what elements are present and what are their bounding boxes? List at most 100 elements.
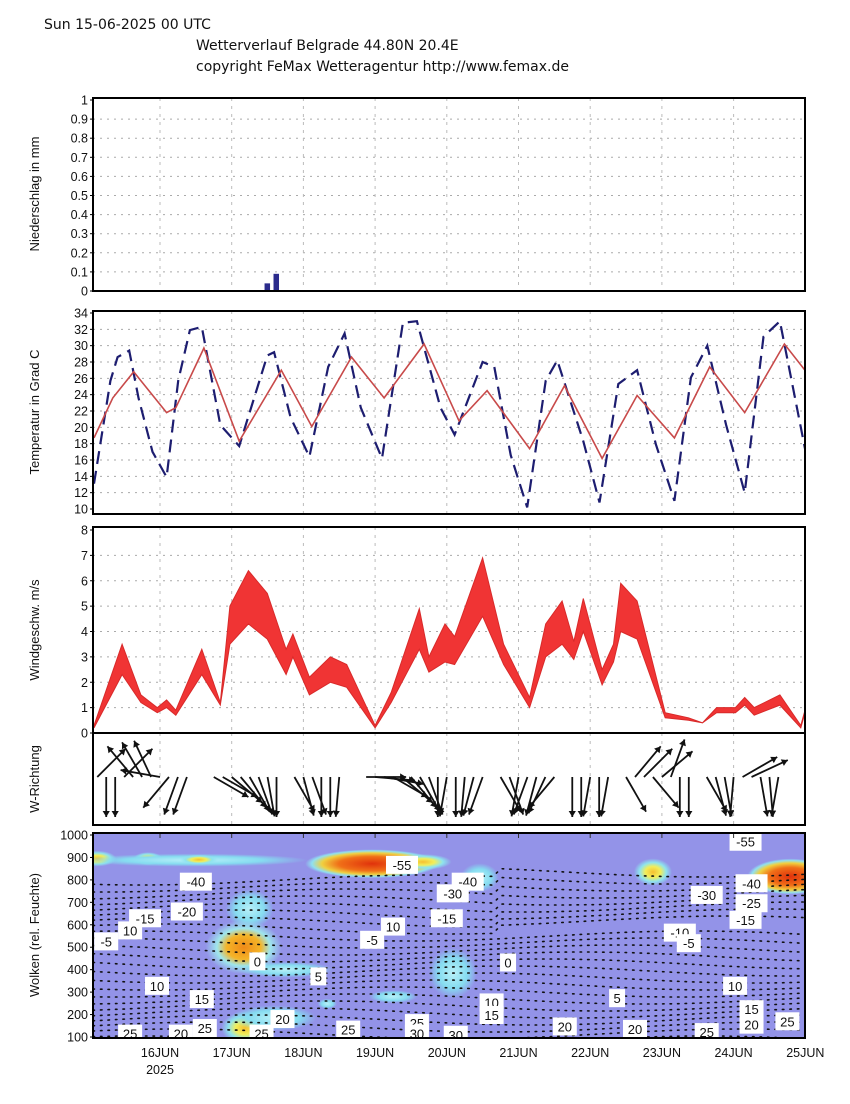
y-tick-label: 26 <box>74 372 88 386</box>
contour-label-bg <box>336 1020 361 1038</box>
arrow-shaft <box>770 776 780 817</box>
contour-label-bg <box>189 990 214 1009</box>
panel-frame <box>92 310 806 515</box>
contour-label: -15 <box>736 913 755 928</box>
y-tick-label: 3 <box>81 650 88 664</box>
contour-label-bg <box>118 921 143 940</box>
contour-label: -20 <box>177 905 196 920</box>
arrow-shaft <box>410 776 438 809</box>
x-day-label: 24JUN <box>714 1046 752 1060</box>
arrow-shaft <box>670 739 686 778</box>
contour-label: 15 <box>195 992 209 1007</box>
wind-direction-arrow <box>527 776 556 809</box>
wind-direction-arrow <box>142 776 170 809</box>
arrow-head-icon <box>326 811 334 817</box>
arrow-head-icon <box>685 751 693 758</box>
arrow-shaft <box>582 776 592 817</box>
contour-label-bg <box>249 952 266 971</box>
wind-speed-band <box>93 556 806 729</box>
contour-label: -25 <box>742 896 761 911</box>
contour-label-bg <box>609 989 626 1008</box>
ylabel-wind-speed: Windgeschw. m/s <box>27 579 42 681</box>
contour-label-bg <box>739 1000 764 1019</box>
copyright-line: copyright FeMax Wetteragentur http://www… <box>196 59 569 75</box>
arrow-shaft <box>512 776 529 815</box>
arrow-head-icon <box>780 759 788 766</box>
x-day-label: 18JUN <box>284 1046 322 1060</box>
y-tick-label: 0.7 <box>71 151 88 165</box>
y-tick-label: 100 <box>67 1031 88 1045</box>
axis-ticks: 00.10.20.30.40.50.60.70.80.9110121416182… <box>60 94 824 1061</box>
contour-label-bg <box>168 1024 193 1038</box>
contour-label-bg <box>94 932 119 951</box>
y-tick-label: 0.5 <box>71 189 88 203</box>
arrow-shaft <box>248 776 271 813</box>
isotherm-contour <box>93 951 805 963</box>
wind-direction-arrow <box>508 776 525 815</box>
contour-label-bg <box>179 872 212 891</box>
contour-label: 25 <box>780 1014 794 1029</box>
contour-label-bg <box>676 934 701 953</box>
panel-frames <box>92 97 806 1039</box>
y-tick-label: 200 <box>67 1008 88 1022</box>
y-tick-label: 1 <box>81 701 88 715</box>
y-tick-label: 500 <box>67 941 88 955</box>
arrow-shaft <box>96 748 127 778</box>
wind-direction-arrow <box>676 777 684 817</box>
temperature-line-dashed <box>92 319 807 508</box>
contour-label-bg <box>443 1025 468 1038</box>
humidity-field: -40-20-1510-5-55-40-30-1510-505101520252… <box>93 833 805 1042</box>
y-tick-label: 0.8 <box>71 132 88 146</box>
arrow-shaft <box>419 776 441 813</box>
arrow-shaft <box>438 776 448 817</box>
isotherm-contour <box>93 1014 805 1026</box>
contour-label: 10 <box>150 979 164 994</box>
contour-label: 10 <box>123 923 137 938</box>
y-tick-label: 800 <box>67 873 88 887</box>
x-day-label: 25JUN <box>786 1046 824 1060</box>
y-tick-label: 0 <box>81 285 88 299</box>
humidity-blob-yellow <box>633 858 673 886</box>
arrow-shaft <box>231 776 263 804</box>
panel-frame <box>92 732 806 826</box>
y-tick-label: 10 <box>74 503 88 517</box>
arrow-shaft <box>302 776 315 816</box>
contour-label-bg <box>170 902 203 921</box>
ylabel-precip: Niederschlag in mm <box>27 137 42 252</box>
isotherm-contour <box>93 993 805 1005</box>
y-tick-label: 5 <box>81 600 88 614</box>
contour-label-bg <box>552 1017 577 1036</box>
y-tick-label: 0.3 <box>71 227 88 241</box>
isotherm-contour <box>93 1000 805 1012</box>
contour-label-bg <box>735 874 768 893</box>
y-tick-label: 6 <box>81 574 88 588</box>
arrow-shaft <box>401 776 434 804</box>
humidity-blob-cyan <box>225 889 274 929</box>
arrow-shaft <box>643 748 673 778</box>
wind-direction-arrow <box>527 776 547 814</box>
arrow-head-icon <box>762 809 770 817</box>
x-day-label: 21JUN <box>499 1046 537 1060</box>
contour-label-bg <box>735 894 768 913</box>
ylabel-clouds: Wolken (rel. Feuchte) <box>27 873 42 997</box>
contour-label: -40 <box>742 876 761 891</box>
wind-direction-arrow <box>102 777 110 817</box>
arrow-shaft <box>751 759 789 778</box>
contour-label: 20 <box>628 1022 642 1037</box>
arrow-shaft <box>239 776 268 809</box>
y-tick-label: 30 <box>74 339 88 353</box>
contour-label: -55 <box>736 835 755 850</box>
wind-direction-arrow <box>634 745 662 778</box>
arrow-shaft <box>121 741 143 778</box>
contour-label: -40 <box>186 875 205 890</box>
wind-direction-arrow <box>332 776 341 817</box>
precip-bar <box>273 273 280 291</box>
contour-label-bg <box>192 1019 217 1038</box>
contour-label-bg <box>404 1024 429 1038</box>
arrow-shaft <box>468 776 484 815</box>
arrow-head-icon <box>171 807 179 815</box>
arrow-head-icon <box>143 800 150 808</box>
wind-direction-arrow <box>768 776 780 817</box>
contour-label: 30 <box>410 1027 424 1042</box>
contour-label-bg <box>500 953 517 972</box>
